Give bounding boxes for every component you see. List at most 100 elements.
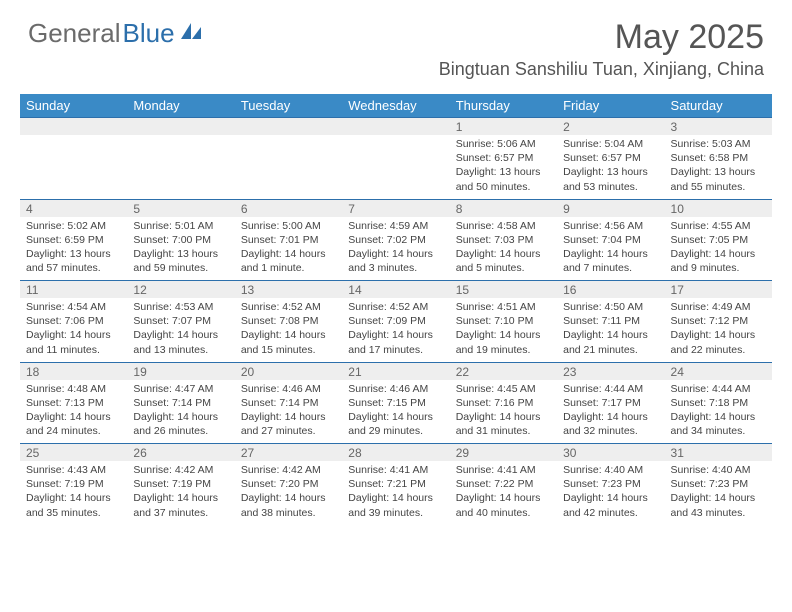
sunset-text: Sunset: 7:07 PM — [133, 314, 228, 328]
day-number-cell: 26 — [127, 444, 234, 462]
sunset-text: Sunset: 7:04 PM — [563, 233, 658, 247]
day-number-cell: 1 — [450, 118, 557, 136]
day-content-cell: Sunrise: 5:00 AMSunset: 7:01 PMDaylight:… — [235, 217, 342, 281]
daylight-text: Daylight: 14 hours and 31 minutes. — [456, 410, 551, 438]
daylight-text: Daylight: 13 hours and 57 minutes. — [26, 247, 121, 275]
sunrise-text: Sunrise: 4:53 AM — [133, 300, 228, 314]
daylight-text: Daylight: 14 hours and 7 minutes. — [563, 247, 658, 275]
page-header: General Blue May 2025 Bingtuan Sanshiliu… — [0, 0, 792, 88]
daylight-text: Daylight: 13 hours and 53 minutes. — [563, 165, 658, 193]
day-number-cell: 11 — [20, 281, 127, 299]
daylight-text: Daylight: 14 hours and 17 minutes. — [348, 328, 443, 356]
sunrise-text: Sunrise: 4:44 AM — [671, 382, 766, 396]
daylight-text: Daylight: 14 hours and 24 minutes. — [26, 410, 121, 438]
day-content-cell: Sunrise: 5:06 AMSunset: 6:57 PMDaylight:… — [450, 135, 557, 199]
title-block: May 2025 Bingtuan Sanshiliu Tuan, Xinjia… — [439, 18, 764, 80]
day-content-cell: Sunrise: 4:50 AMSunset: 7:11 PMDaylight:… — [557, 298, 664, 362]
day-number-cell: 9 — [557, 199, 664, 217]
day-number-cell: 12 — [127, 281, 234, 299]
weekday-header: Friday — [557, 94, 664, 118]
day-number-cell: 14 — [342, 281, 449, 299]
weekday-header: Saturday — [665, 94, 772, 118]
day-content-cell: Sunrise: 5:01 AMSunset: 7:00 PMDaylight:… — [127, 217, 234, 281]
day-content-cell: Sunrise: 4:55 AMSunset: 7:05 PMDaylight:… — [665, 217, 772, 281]
day-content-cell: Sunrise: 4:48 AMSunset: 7:13 PMDaylight:… — [20, 380, 127, 444]
daylight-text: Daylight: 13 hours and 55 minutes. — [671, 165, 766, 193]
sunrise-text: Sunrise: 4:48 AM — [26, 382, 121, 396]
day-number-cell: 16 — [557, 281, 664, 299]
daylight-text: Daylight: 14 hours and 34 minutes. — [671, 410, 766, 438]
sunrise-text: Sunrise: 4:40 AM — [563, 463, 658, 477]
day-number-cell: 18 — [20, 362, 127, 380]
sunset-text: Sunset: 7:15 PM — [348, 396, 443, 410]
sunrise-text: Sunrise: 4:40 AM — [671, 463, 766, 477]
sunset-text: Sunset: 7:03 PM — [456, 233, 551, 247]
day-content-cell: Sunrise: 4:41 AMSunset: 7:22 PMDaylight:… — [450, 461, 557, 525]
sunrise-text: Sunrise: 4:43 AM — [26, 463, 121, 477]
day-content-cell: Sunrise: 4:59 AMSunset: 7:02 PMDaylight:… — [342, 217, 449, 281]
sunrise-text: Sunrise: 4:42 AM — [133, 463, 228, 477]
day-number-cell: 24 — [665, 362, 772, 380]
sunset-text: Sunset: 6:59 PM — [26, 233, 121, 247]
sunrise-text: Sunrise: 4:56 AM — [563, 219, 658, 233]
day-number-cell — [20, 118, 127, 136]
sunrise-text: Sunrise: 4:46 AM — [348, 382, 443, 396]
day-content-cell: Sunrise: 4:47 AMSunset: 7:14 PMDaylight:… — [127, 380, 234, 444]
sunrise-text: Sunrise: 4:45 AM — [456, 382, 551, 396]
sunrise-text: Sunrise: 4:54 AM — [26, 300, 121, 314]
daylight-text: Daylight: 14 hours and 42 minutes. — [563, 491, 658, 519]
sunrise-text: Sunrise: 5:03 AM — [671, 137, 766, 151]
daylight-text: Daylight: 14 hours and 38 minutes. — [241, 491, 336, 519]
weekday-header: Thursday — [450, 94, 557, 118]
day-content-cell: Sunrise: 4:52 AMSunset: 7:09 PMDaylight:… — [342, 298, 449, 362]
day-content-cell: Sunrise: 5:04 AMSunset: 6:57 PMDaylight:… — [557, 135, 664, 199]
brand-logo: General Blue — [28, 18, 203, 49]
day-number-cell: 21 — [342, 362, 449, 380]
day-number-cell: 23 — [557, 362, 664, 380]
day-number-cell: 27 — [235, 444, 342, 462]
day-number-cell: 10 — [665, 199, 772, 217]
sunset-text: Sunset: 7:22 PM — [456, 477, 551, 491]
daylight-text: Daylight: 14 hours and 35 minutes. — [26, 491, 121, 519]
sunset-text: Sunset: 7:14 PM — [133, 396, 228, 410]
daynum-row: 25262728293031 — [20, 444, 772, 462]
sunrise-text: Sunrise: 4:52 AM — [241, 300, 336, 314]
sunrise-text: Sunrise: 4:50 AM — [563, 300, 658, 314]
day-content-cell — [127, 135, 234, 199]
day-content-cell: Sunrise: 4:52 AMSunset: 7:08 PMDaylight:… — [235, 298, 342, 362]
day-content-cell: Sunrise: 4:40 AMSunset: 7:23 PMDaylight:… — [665, 461, 772, 525]
sunset-text: Sunset: 7:17 PM — [563, 396, 658, 410]
sunset-text: Sunset: 7:23 PM — [671, 477, 766, 491]
day-content-cell: Sunrise: 4:44 AMSunset: 7:17 PMDaylight:… — [557, 380, 664, 444]
day-number-cell: 17 — [665, 281, 772, 299]
sail-icon — [179, 21, 203, 46]
daylight-text: Daylight: 14 hours and 5 minutes. — [456, 247, 551, 275]
day-content-cell: Sunrise: 4:42 AMSunset: 7:19 PMDaylight:… — [127, 461, 234, 525]
sunset-text: Sunset: 7:19 PM — [133, 477, 228, 491]
sunrise-text: Sunrise: 5:00 AM — [241, 219, 336, 233]
daylight-text: Daylight: 14 hours and 26 minutes. — [133, 410, 228, 438]
sunset-text: Sunset: 7:00 PM — [133, 233, 228, 247]
day-number-cell: 31 — [665, 444, 772, 462]
weekday-header: Monday — [127, 94, 234, 118]
sunset-text: Sunset: 6:57 PM — [563, 151, 658, 165]
daylight-text: Daylight: 14 hours and 39 minutes. — [348, 491, 443, 519]
day-number-cell: 2 — [557, 118, 664, 136]
daylight-text: Daylight: 14 hours and 11 minutes. — [26, 328, 121, 356]
content-row: Sunrise: 5:02 AMSunset: 6:59 PMDaylight:… — [20, 217, 772, 281]
sunrise-text: Sunrise: 4:55 AM — [671, 219, 766, 233]
brand-part2: Blue — [123, 18, 175, 49]
sunset-text: Sunset: 7:21 PM — [348, 477, 443, 491]
sunset-text: Sunset: 7:18 PM — [671, 396, 766, 410]
location-subtitle: Bingtuan Sanshiliu Tuan, Xinjiang, China — [439, 59, 764, 80]
day-content-cell: Sunrise: 4:58 AMSunset: 7:03 PMDaylight:… — [450, 217, 557, 281]
day-content-cell — [342, 135, 449, 199]
day-content-cell: Sunrise: 4:43 AMSunset: 7:19 PMDaylight:… — [20, 461, 127, 525]
daylight-text: Daylight: 14 hours and 9 minutes. — [671, 247, 766, 275]
daylight-text: Daylight: 14 hours and 37 minutes. — [133, 491, 228, 519]
day-number-cell — [342, 118, 449, 136]
daylight-text: Daylight: 14 hours and 1 minute. — [241, 247, 336, 275]
day-content-cell: Sunrise: 4:56 AMSunset: 7:04 PMDaylight:… — [557, 217, 664, 281]
sunrise-text: Sunrise: 4:41 AM — [456, 463, 551, 477]
day-content-cell: Sunrise: 4:53 AMSunset: 7:07 PMDaylight:… — [127, 298, 234, 362]
